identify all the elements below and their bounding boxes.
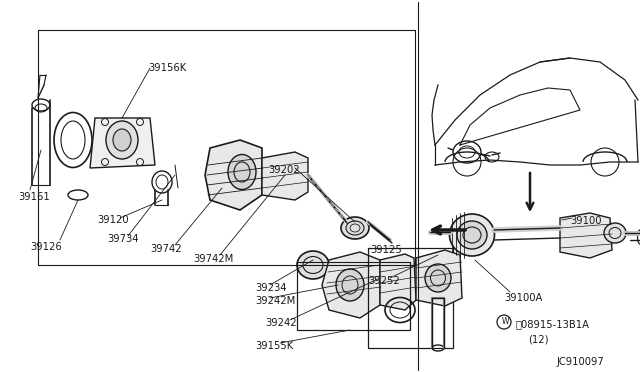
- Text: 39155K: 39155K: [255, 341, 293, 351]
- Polygon shape: [322, 252, 380, 318]
- Text: JC910097: JC910097: [556, 357, 604, 367]
- Text: 39125: 39125: [370, 245, 402, 255]
- Text: 39742: 39742: [150, 244, 182, 254]
- Polygon shape: [205, 140, 262, 210]
- Text: 39120: 39120: [97, 215, 129, 225]
- Polygon shape: [560, 213, 612, 258]
- Text: 39100: 39100: [570, 216, 602, 226]
- Text: 39156K: 39156K: [148, 63, 186, 73]
- Ellipse shape: [113, 129, 131, 151]
- Ellipse shape: [297, 251, 329, 279]
- Ellipse shape: [425, 264, 451, 292]
- Text: 39234: 39234: [255, 283, 287, 293]
- Polygon shape: [380, 254, 416, 310]
- Text: 39242: 39242: [265, 318, 296, 328]
- Text: W: W: [501, 317, 509, 327]
- Ellipse shape: [449, 214, 495, 256]
- Polygon shape: [90, 118, 155, 168]
- Bar: [297, 262, 410, 330]
- Text: 39734: 39734: [107, 234, 138, 244]
- Polygon shape: [416, 250, 462, 306]
- Ellipse shape: [341, 217, 369, 239]
- Ellipse shape: [457, 221, 487, 249]
- Ellipse shape: [604, 223, 626, 243]
- Text: 39742M: 39742M: [193, 254, 233, 264]
- Text: 39126: 39126: [30, 242, 61, 252]
- Polygon shape: [262, 152, 308, 200]
- Text: 39202: 39202: [268, 165, 300, 175]
- Ellipse shape: [336, 269, 364, 301]
- Text: (12): (12): [528, 334, 548, 344]
- Text: 39161: 39161: [18, 192, 50, 202]
- Bar: [368, 248, 453, 348]
- Text: 39100A: 39100A: [504, 293, 542, 303]
- Text: 39242M: 39242M: [255, 296, 295, 306]
- Text: ⓦ08915-13B1A: ⓦ08915-13B1A: [515, 319, 589, 329]
- Text: 39252: 39252: [368, 276, 400, 286]
- Ellipse shape: [106, 121, 138, 159]
- Ellipse shape: [228, 154, 256, 189]
